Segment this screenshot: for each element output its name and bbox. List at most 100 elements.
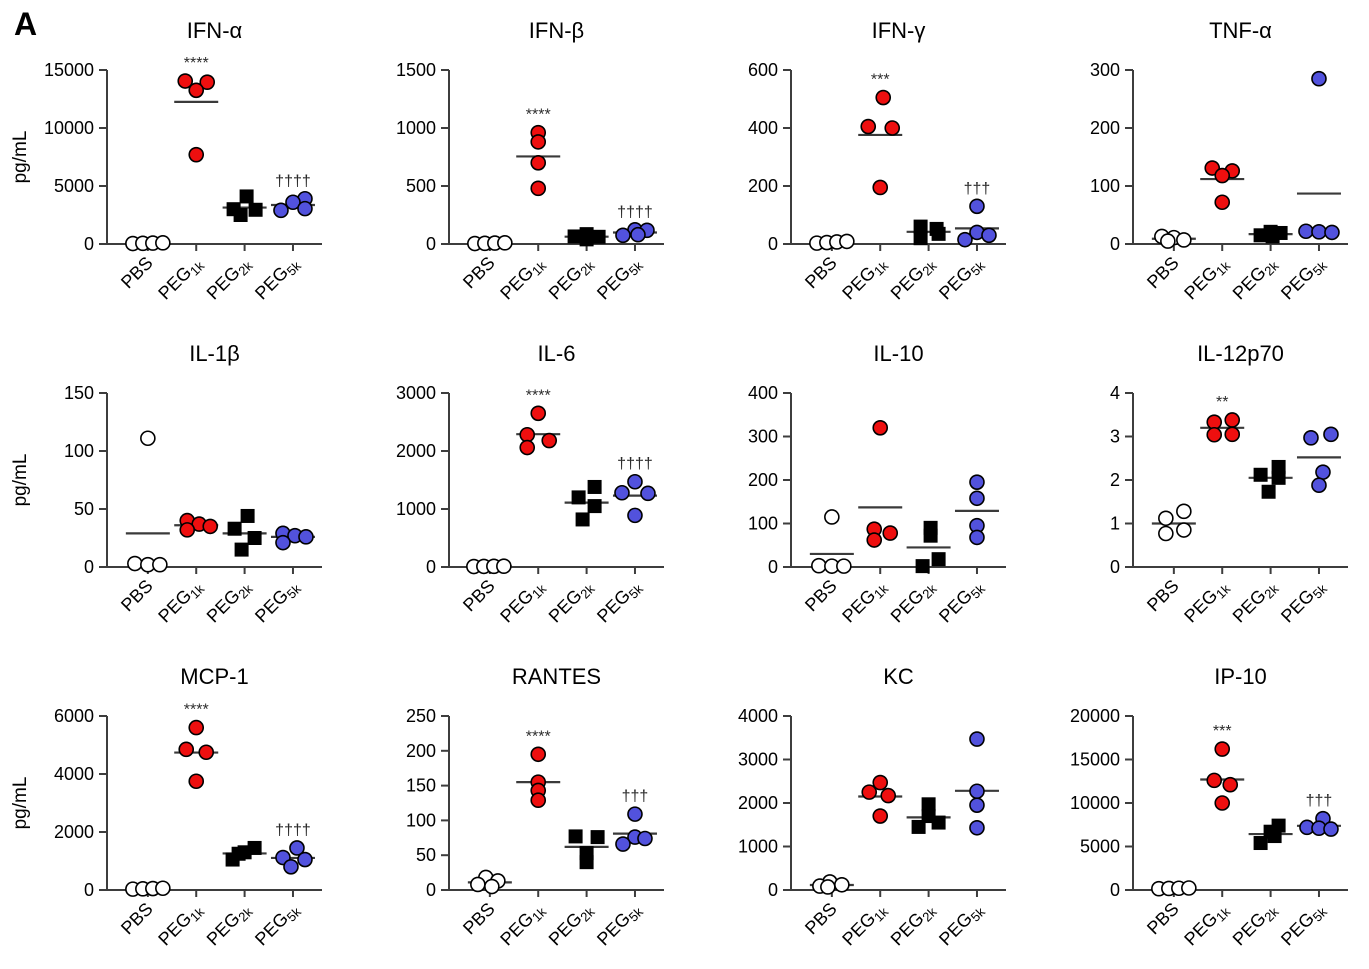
data-point [931,552,946,567]
data-point [530,792,547,809]
chart-title: IFN-γ [872,18,926,43]
subplot-cell-tnf: TNF-α 0 100 200 300 PBS PEG1k PEG2k PEG5k [1026,0,1368,323]
data-point [969,797,985,813]
data-point [587,499,602,514]
x-group-label: PEG1k [838,898,891,951]
subplot-cell-ifn: IFN-β 0 500 1000 1500 PBS PEG1k **** PEG2k PEG5k †… [342,0,684,323]
data-point [615,836,631,852]
data-point [541,432,558,449]
data-point [969,783,985,800]
y-tick-label: 0 [426,557,436,577]
y-tick-label: 0 [84,234,94,254]
panel-label: A [14,6,38,42]
data-point [155,880,171,897]
data-point [872,808,889,824]
data-point [627,473,643,490]
data-point [590,830,605,845]
significance-annotation: **** [526,107,551,124]
data-point [981,227,997,244]
data-point [519,439,536,456]
data-point [519,426,536,443]
y-tick-label: 1000 [738,837,778,857]
x-group-label: PEG1k [1180,898,1233,951]
significance-annotation: **** [184,55,209,72]
y-tick-label: 400 [748,118,778,138]
data-point [530,746,547,763]
x-group-label: PEG1k [838,252,891,305]
x-group-label: PBS [1143,253,1183,293]
significance-annotation: †††† [617,456,653,473]
y-tick-label: 300 [748,427,778,447]
chart-title: IFN-α [187,18,243,43]
y-tick-label: 0 [1110,234,1120,254]
data-point [1224,426,1241,443]
chart-title: KC [883,664,914,689]
data-point [285,194,301,211]
data-point [188,146,205,163]
x-group-label: PEG5k [1277,575,1330,628]
subplot-cell-kc: KC 0 1000 2000 3000 4000 PBS PEG1k PEG2k PEG5k [684,646,1026,969]
data-point [637,830,653,847]
y-tick-label: 1 [1110,514,1120,534]
chart-title: IL-6 [538,341,576,366]
data-point [289,840,305,856]
x-group-label: PEG1k [496,252,549,305]
data-point [1181,880,1197,896]
data-point [1253,836,1268,851]
y-tick-label: 100 [748,514,778,534]
data-point [872,420,889,436]
x-group-label: PEG5k [935,898,988,951]
y-tick-label: 600 [748,60,778,80]
data-point [1311,224,1327,240]
data-point [188,773,205,790]
data-point [571,490,586,505]
x-group-label: PBS [459,576,499,616]
data-point [872,774,889,791]
data-point [1253,467,1268,482]
data-point [923,528,938,543]
data-point [283,859,299,875]
data-point [615,227,631,244]
x-group-label: PBS [1143,899,1183,939]
data-point [1224,412,1241,428]
chart-title: IL-12p70 [1197,341,1284,366]
data-point [860,118,877,135]
data-point [969,529,985,546]
data-point [188,719,205,736]
x-group-label: PEG2k [545,252,598,305]
data-point [1298,223,1314,240]
y-tick-label: 0 [426,234,436,254]
y-tick-label: 200 [748,176,778,196]
y-tick-label: 300 [1090,60,1120,80]
data-point [931,815,946,830]
y-tick-label: 3000 [738,750,778,770]
chart-title: IL-10 [873,341,923,366]
y-tick-label: 400 [748,383,778,403]
x-group-label: PEG1k [496,575,549,628]
data-point [1253,228,1268,243]
data-point [497,235,513,251]
data-point [921,797,936,812]
significance-annotation: ††† [964,180,991,197]
x-group-label: PEG2k [203,898,256,951]
x-group-label: PEG5k [251,575,304,628]
data-point [1271,470,1286,485]
x-group-label: PEG2k [1229,575,1282,628]
data-point [179,522,196,538]
significance-annotation: **** [184,702,209,719]
subplot-cell-il-1: IL-1β pg/mL 0 50 100 150 PBS PEG1k PEG2k PEG5k [0,323,342,646]
data-point [630,226,646,243]
data-point [1265,229,1280,244]
x-group-label: PBS [117,253,157,293]
data-point [567,229,582,244]
y-tick-label: 0 [84,880,94,900]
y-tick-label: 10000 [44,118,94,138]
data-point [188,82,205,99]
